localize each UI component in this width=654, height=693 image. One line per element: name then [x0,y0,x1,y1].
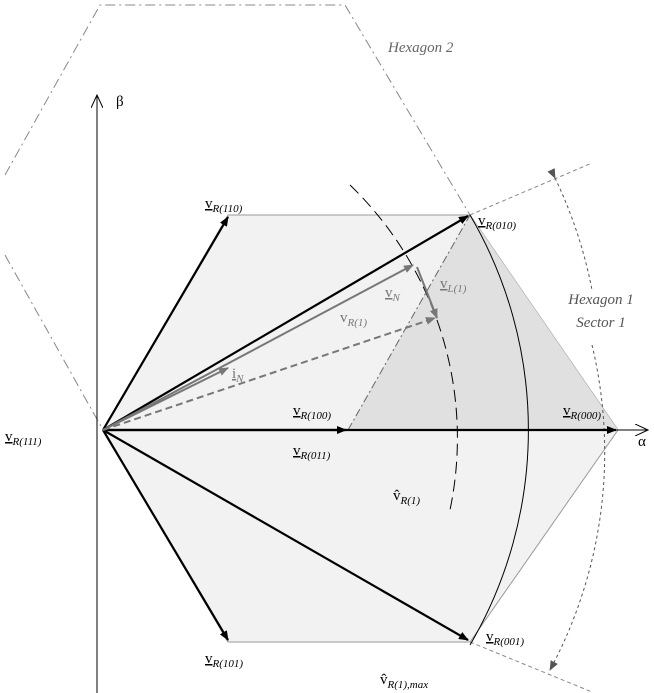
sector-edge [347,214,471,431]
vector-label: vR(010) [478,213,516,232]
symbol: v [293,443,301,459]
vector [102,429,469,641]
vector-label: vR(110) [205,196,243,215]
hexagon-1-label: Hexagon 1 [567,292,633,308]
subscript: R(100) [300,410,332,422]
sector-arc [547,168,593,291]
subscript: R(101) [212,658,244,670]
symbol: v̂ [393,488,401,504]
symbol: i [232,366,236,382]
vector-label: vN [385,285,401,304]
vector-label: vR(111) [5,429,42,448]
sector-boundary [469,162,593,216]
subscript: R(1),max [387,679,429,691]
sector-1 [348,215,618,430]
subscript: L(1) [447,283,467,295]
symbol: v̂ [380,672,388,688]
symbol: v [563,403,571,419]
beta-label: β [116,94,124,110]
symbol: v [205,651,213,667]
subscript: R(1) [400,495,421,507]
subscript: R(010) [485,220,517,232]
vector-label: iN [232,366,244,385]
vector-label: v̂R(1),max [380,672,428,691]
vector [102,429,229,641]
vector-label: vL(1) [440,276,467,295]
vector-label: vR(1) [340,310,367,329]
subscript: R(110) [212,203,243,215]
subscript: N [392,292,401,304]
subscript: R(111) [12,436,42,448]
symbol: v [5,429,13,445]
hexagon-2 [4,254,104,431]
vector-n [102,264,414,431]
vector-r1 [102,317,436,431]
vector-l [416,266,438,319]
symbol: v [205,196,213,212]
symbol: v [486,629,494,645]
subscript: R(000) [570,410,602,422]
symbol: v [340,310,348,326]
vector-label: vR(011) [293,443,331,462]
subscript: N [235,373,244,385]
subscript: R(1) [347,317,368,329]
sector-1-label: Sector 1 [576,315,626,331]
alpha-label: α [638,434,646,450]
symbol: v [440,276,448,292]
vector-label: vR(100) [293,403,331,422]
vector-label: vR(101) [205,651,243,670]
vector-label: vR(001) [486,629,524,648]
sector-boundary [469,641,593,693]
vector-label: v̂R(1) [393,488,420,507]
hexagon-2 [4,4,471,216]
subscript: R(011) [300,450,331,462]
symbol: v [478,213,486,229]
current-n [102,367,229,431]
hexagon-2-label: Hexagon 2 [387,40,454,56]
vector [102,215,469,431]
vector [102,216,229,431]
sector-arc [549,344,606,671]
subscript: R(001) [493,636,525,648]
vector-label: vR(000) [563,403,601,422]
symbol: v [293,403,301,419]
symbol: v [385,285,393,301]
